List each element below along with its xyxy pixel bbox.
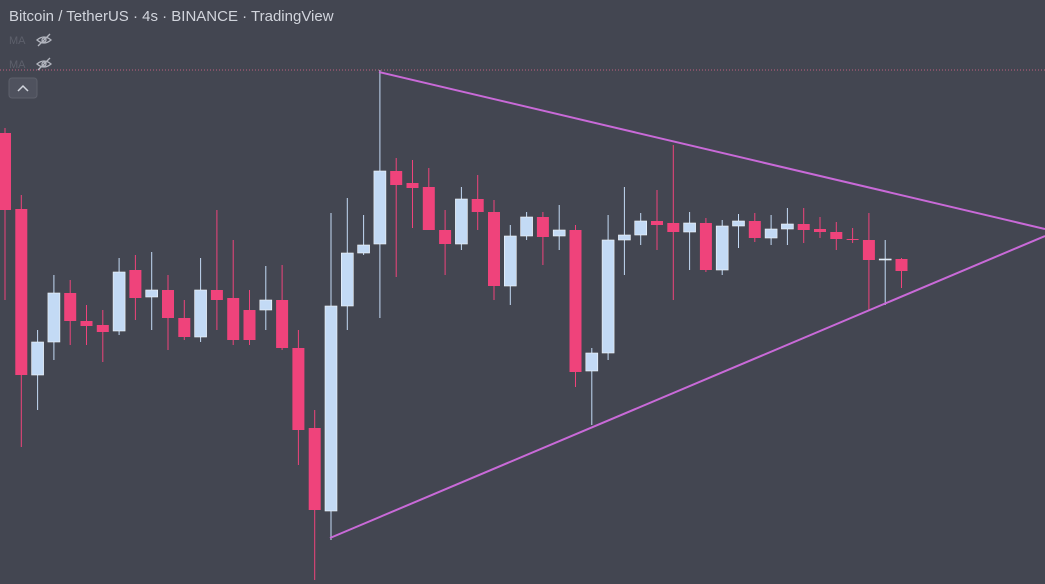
candle-body bbox=[634, 220, 648, 236]
candle-body bbox=[488, 212, 500, 286]
candle-body bbox=[80, 321, 93, 326]
candle-body bbox=[748, 221, 761, 238]
candle-body bbox=[227, 298, 240, 340]
candle-body bbox=[406, 183, 419, 188]
candle-body bbox=[585, 352, 599, 372]
indicator-label: MA bbox=[9, 35, 26, 47]
candle-body bbox=[194, 289, 207, 338]
candle-body bbox=[210, 290, 223, 300]
candle-body bbox=[715, 225, 729, 271]
candle-body bbox=[601, 239, 615, 354]
visibility-icon[interactable] bbox=[36, 33, 52, 47]
candle-body bbox=[699, 223, 712, 270]
candle-body bbox=[846, 239, 859, 240]
candle-body bbox=[0, 133, 11, 210]
candle-body bbox=[536, 217, 549, 237]
chart-title: Bitcoin / TetherUS · 4s · BINANCE · Trad… bbox=[9, 8, 334, 25]
candle-body bbox=[96, 325, 109, 332]
candle-body bbox=[15, 209, 28, 375]
candle-body bbox=[276, 300, 289, 348]
candle-body bbox=[862, 240, 875, 260]
candle-body bbox=[781, 223, 794, 230]
candle-body bbox=[618, 234, 631, 241]
candle-body bbox=[683, 222, 696, 233]
candle-body bbox=[145, 289, 158, 298]
trend-line-lower bbox=[329, 235, 1045, 539]
candle-body bbox=[308, 428, 321, 510]
candle-body bbox=[373, 170, 387, 245]
candle-body bbox=[797, 224, 810, 230]
collapse-button[interactable] bbox=[8, 77, 38, 99]
candle-body bbox=[569, 230, 582, 372]
candle-body bbox=[651, 221, 663, 225]
candle-body bbox=[732, 220, 745, 227]
candle-body bbox=[390, 171, 403, 185]
trend-line-upper bbox=[378, 71, 1045, 230]
candle-body bbox=[520, 216, 533, 237]
candle-body bbox=[340, 252, 354, 307]
candle-body bbox=[503, 235, 517, 287]
candle-body bbox=[357, 244, 370, 254]
candle-body bbox=[112, 271, 126, 332]
candle-body bbox=[667, 223, 680, 232]
candle-body bbox=[764, 228, 778, 239]
candle-body bbox=[292, 348, 305, 430]
candle-body bbox=[243, 310, 256, 340]
candle-body bbox=[830, 232, 843, 239]
visibility-icon[interactable] bbox=[36, 57, 52, 71]
candle-body bbox=[455, 198, 468, 245]
candle-body bbox=[471, 199, 484, 212]
candle-body bbox=[422, 187, 435, 230]
candle-body bbox=[31, 341, 44, 376]
candle-body bbox=[47, 292, 61, 343]
candle-body bbox=[259, 299, 273, 311]
candle-body bbox=[324, 305, 338, 512]
candles bbox=[0, 70, 908, 580]
indicator-label: MA bbox=[9, 59, 26, 71]
candle-body bbox=[878, 258, 892, 261]
candle-body bbox=[178, 318, 191, 337]
candle-body bbox=[64, 293, 77, 321]
candle-body bbox=[552, 229, 566, 237]
candle-body bbox=[439, 230, 452, 244]
candle-body bbox=[162, 290, 174, 318]
candle-body bbox=[895, 259, 908, 271]
candle-body bbox=[129, 270, 142, 298]
candle-body bbox=[814, 229, 826, 232]
